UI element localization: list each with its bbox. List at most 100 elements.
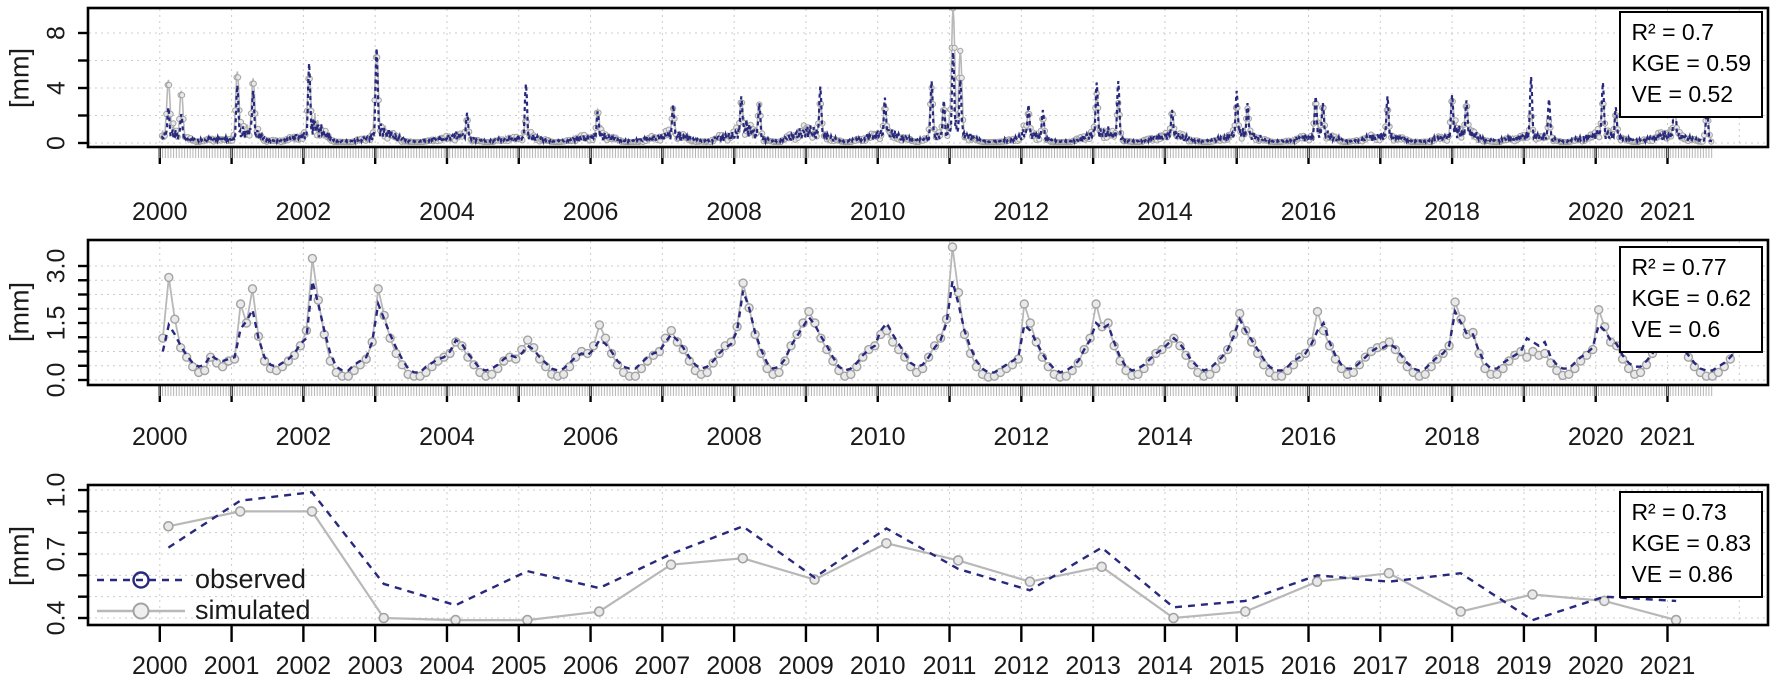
simulated-marker	[247, 284, 258, 294]
simulated-marker	[738, 278, 748, 288]
legend-label-simulated: simulated	[195, 595, 311, 625]
stat-ve: VE = 0.52	[1631, 81, 1734, 107]
x-tick-label: 2000	[131, 423, 188, 451]
simulated-marker	[1527, 589, 1538, 600]
x-tick-label: 2008	[706, 423, 762, 451]
simulated-marker	[950, 9, 957, 12]
y-tick-label: 4	[42, 81, 71, 95]
simulated-marker	[1593, 305, 1604, 315]
simulated-marker	[391, 348, 401, 359]
x-tick-label: 2004	[419, 198, 475, 226]
observed-yearly-line	[167, 490, 1677, 622]
simulated-marker	[1024, 576, 1036, 588]
simulated-marker	[593, 606, 605, 617]
simulated-marker	[600, 333, 611, 343]
stat-ve: VE = 0.6	[1631, 316, 1721, 342]
simulated-marker	[1096, 561, 1107, 573]
stat-r2: R² = 0.73	[1631, 499, 1727, 525]
simulated-marker	[235, 74, 242, 81]
simulated-marker	[630, 371, 641, 381]
stat-ve: VE = 0.86	[1631, 561, 1734, 587]
stats-box-yearly: R² = 0.73 KGE = 0.83 VE = 0.86	[1619, 491, 1763, 598]
simulated-marker	[1420, 369, 1430, 379]
simulated-marker	[378, 612, 390, 624]
simulated-line-icon	[97, 602, 185, 619]
y-axis-unit-label-monthly: [mm]	[4, 282, 35, 342]
x-tick-label: 2006	[562, 423, 619, 451]
x-tick-label: 2014	[1137, 423, 1193, 451]
simulated-marker	[702, 367, 712, 378]
simulated-marker	[450, 614, 461, 624]
simulated-daily-line	[161, 9, 1713, 145]
simulated-marker	[665, 559, 677, 571]
simulated-marker	[234, 506, 246, 517]
simulated-marker	[558, 369, 569, 379]
x-tick-label: 2016	[1280, 423, 1337, 451]
observed-line-icon	[97, 570, 185, 589]
simulated-marker	[737, 552, 749, 564]
simulated-marker	[179, 92, 186, 99]
x-tick-label: 2021	[1639, 652, 1696, 680]
simulated-marker	[1635, 367, 1646, 378]
simulated-marker	[952, 555, 964, 566]
simulated-marker	[1234, 308, 1245, 319]
stats-box-daily: R² = 0.7 KGE = 0.59 VE = 0.52	[1619, 11, 1763, 118]
simulated-marker	[846, 369, 856, 379]
panel-yearly-series	[163, 490, 1682, 624]
simulated-marker	[947, 242, 958, 252]
y-tick-label: 1.0	[42, 472, 71, 508]
simulated-monthly-markers	[158, 242, 1742, 382]
x-tick-label: 2021	[1639, 423, 1696, 451]
simulated-marker	[170, 314, 180, 324]
stat-kge: KGE = 0.59	[1631, 50, 1751, 76]
y-tick-label: 8	[42, 26, 71, 40]
stat-kge: KGE = 0.83	[1631, 530, 1751, 556]
y-tick-label: 0.4	[42, 600, 71, 636]
plot-box	[86, 6, 1770, 149]
simulated-marker	[1311, 576, 1323, 588]
x-tick-label: 2018	[1424, 198, 1480, 226]
y-tick-label: 0	[42, 136, 71, 150]
simulated-marker	[1498, 363, 1508, 374]
y-axis-unit-label-daily: [mm]	[4, 48, 35, 108]
simulated-marker	[307, 253, 318, 264]
y-tick-label: 0.7	[42, 536, 71, 572]
simulated-marker	[1312, 306, 1323, 317]
legend-item-simulated: simulated	[95, 595, 311, 626]
x-tick-label: 2002	[275, 198, 332, 226]
x-tick-label: 2002	[275, 423, 332, 451]
x-tick-label: 2008	[706, 198, 762, 226]
panel-monthly-group	[78, 241, 1767, 402]
simulated-marker	[1019, 299, 1030, 309]
simulated-marker	[1258, 360, 1269, 370]
stat-kge: KGE = 0.62	[1631, 285, 1751, 311]
simulated-yearly-line	[168, 510, 1677, 622]
simulated-marker	[250, 80, 257, 87]
legend-item-observed: observed	[95, 564, 311, 595]
x-tick-label: 2010	[849, 423, 906, 451]
simulated-marker	[951, 44, 958, 51]
panel-daily-series	[158, 9, 1715, 146]
simulated-marker	[1450, 297, 1460, 307]
panel-yearly-group	[78, 486, 1767, 642]
simulated-marker	[1455, 606, 1466, 617]
simulated-marker	[235, 299, 246, 309]
simulated-marker	[1540, 348, 1550, 359]
x-tick-label: 2000	[131, 198, 188, 226]
x-tick-label: 2021	[1639, 198, 1696, 226]
simulated-marker	[170, 120, 177, 127]
x-tick-label: 2012	[993, 198, 1050, 226]
stat-r2: R² = 0.77	[1631, 254, 1727, 280]
x-tick-label: 2018	[1424, 423, 1480, 451]
y-tick-label: 3.0	[42, 248, 71, 284]
y-tick-label: 0.0	[42, 362, 71, 398]
simulated-marker	[958, 74, 965, 82]
y-tick-label: 1.5	[42, 305, 71, 341]
stat-r2: R² = 0.7	[1631, 19, 1714, 45]
simulated-marker	[1168, 612, 1179, 624]
plot-box	[86, 238, 1770, 387]
x-tick-label: 2012	[993, 423, 1050, 451]
simulated-marker	[957, 47, 964, 55]
simulated-marker	[774, 367, 784, 378]
